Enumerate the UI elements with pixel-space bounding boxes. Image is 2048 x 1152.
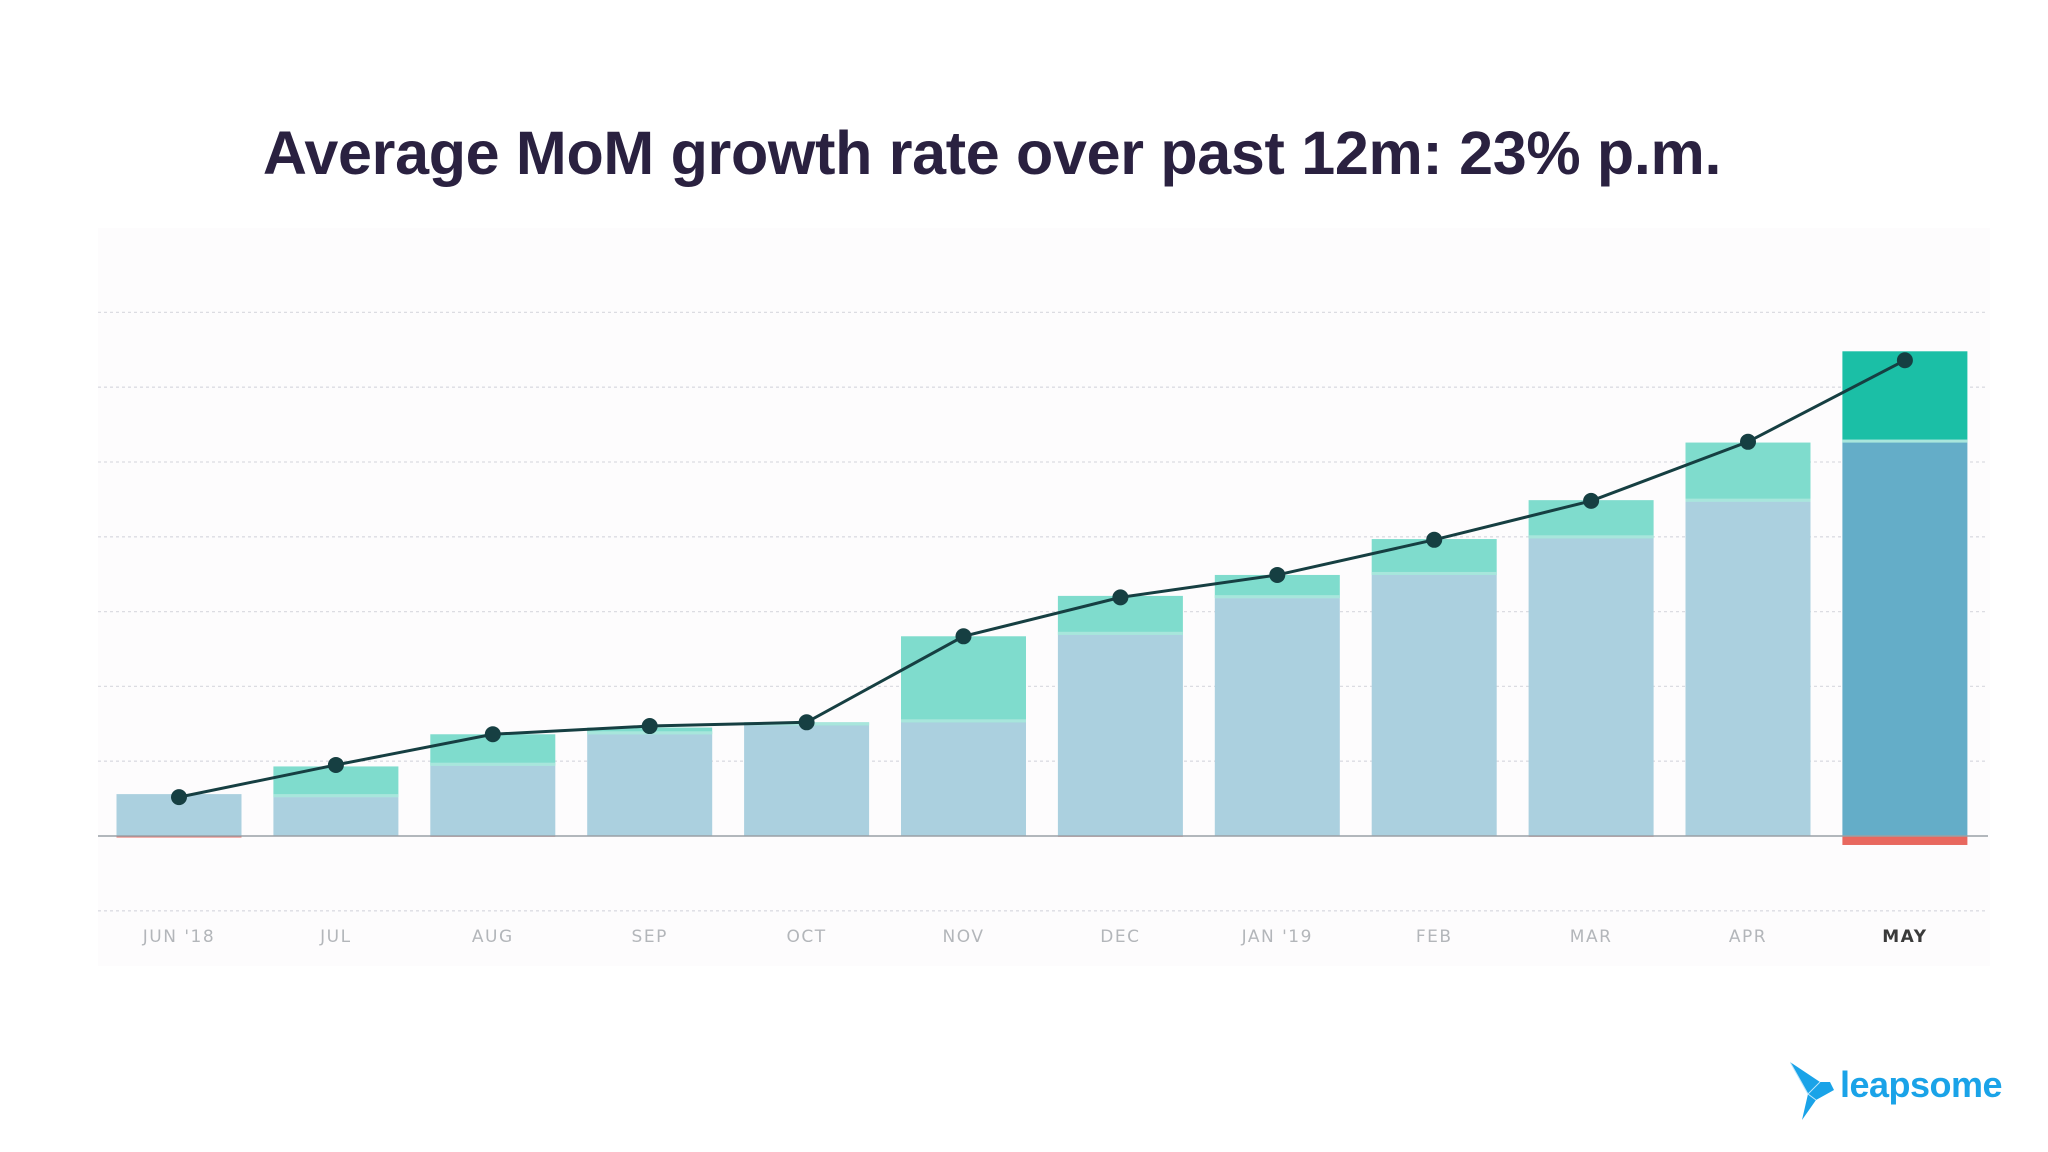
x-tick-label: SEP — [632, 927, 668, 947]
bar-divider — [1214, 595, 1340, 599]
bar-base — [1214, 598, 1340, 836]
bar-base — [1057, 634, 1183, 836]
bar-new — [901, 636, 1026, 723]
bar-divider — [1371, 571, 1497, 575]
bar-divider — [1528, 535, 1654, 539]
bar-base — [1371, 574, 1497, 836]
chart-title: Average MoM growth rate over past 12m: 2… — [262, 119, 1722, 187]
bar-base — [587, 734, 713, 836]
bar-divider — [1057, 631, 1183, 635]
bar-base — [901, 722, 1026, 836]
bar-base — [1528, 538, 1654, 836]
trend-point — [327, 756, 344, 773]
trend-point — [1426, 531, 1443, 548]
trend-point — [955, 628, 972, 645]
bar-divider — [1685, 498, 1811, 502]
bar-base — [1685, 501, 1811, 836]
trend-point — [1583, 492, 1600, 509]
x-tick-label: MAR — [1570, 927, 1613, 947]
bar-divider — [273, 794, 399, 798]
x-tick-label: OCT — [787, 927, 827, 947]
trend-point — [641, 718, 658, 735]
trend-point — [1269, 566, 1286, 583]
x-tick-label: APR — [1729, 927, 1767, 947]
bar-divider — [901, 719, 1026, 723]
trend-point — [171, 789, 187, 806]
trend-point — [484, 726, 501, 743]
bar-base — [273, 797, 399, 836]
bar-base — [1842, 442, 1968, 836]
trend-point — [1112, 589, 1129, 606]
trend-line — [178, 358, 1906, 799]
trend-point — [1896, 352, 1913, 369]
logo-text: leapsome — [1840, 1064, 2003, 1105]
x-tick-label: NOV — [943, 927, 985, 947]
x-tick-label: JUL — [319, 927, 351, 947]
x-tick-label: DEC — [1100, 927, 1140, 947]
x-tick-label: MAY — [1882, 927, 1927, 947]
leapsome-logo: leapsome — [1790, 1060, 2010, 1124]
trend-point — [1740, 433, 1756, 450]
trend-point — [798, 714, 815, 731]
bar-base — [430, 765, 556, 836]
bar-new — [1685, 442, 1811, 502]
bar-negative — [1842, 836, 1968, 845]
x-tick-label: AUG — [472, 927, 514, 947]
bar-divider — [430, 762, 556, 766]
x-tick-label: JUN '18 — [142, 927, 215, 947]
bird-icon — [1790, 1061, 1834, 1120]
x-tick-label: JAN '19 — [1241, 927, 1313, 947]
bar-base — [744, 725, 870, 836]
plot-background — [98, 228, 1990, 966]
bar-divider — [1842, 439, 1968, 443]
x-tick-label: FEB — [1416, 927, 1453, 947]
